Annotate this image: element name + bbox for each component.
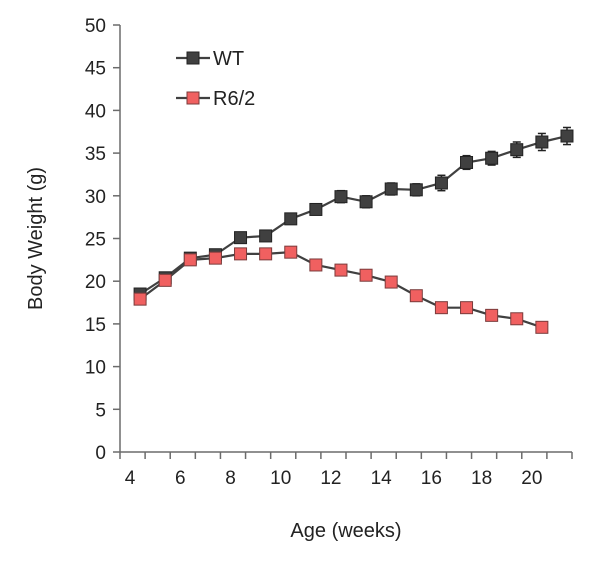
x-tick-label: 10 (270, 468, 291, 489)
data-point-wt (309, 202, 323, 216)
data-point-r6-2 (309, 258, 323, 272)
series-wt (133, 126, 574, 301)
data-point-r6-2 (409, 289, 423, 303)
data-point-wt (510, 143, 524, 157)
data-point-wt (259, 229, 273, 243)
x-tick-label: 16 (421, 468, 442, 489)
y-tick-label: 5 (95, 400, 106, 421)
x-tick-label: 18 (471, 468, 492, 489)
series-layer (133, 126, 574, 334)
y-tick-label: 30 (85, 187, 106, 208)
data-point-r6-2 (434, 301, 448, 315)
data-point-r6-2 (485, 308, 499, 322)
y-tick-label: 35 (85, 144, 106, 165)
y-tick-label: 20 (85, 272, 106, 293)
y-tick-label: 0 (95, 443, 106, 464)
data-point-wt (334, 190, 348, 204)
data-point-wt (409, 183, 423, 197)
x-tick-label: 14 (371, 468, 393, 489)
x-tick-label: 8 (225, 468, 236, 489)
legend-marker (186, 91, 200, 105)
y-tick-label: 15 (85, 315, 106, 336)
x-tick-label: 20 (521, 468, 542, 489)
data-point-r6-2 (208, 251, 222, 265)
x-tick-label: 12 (320, 468, 341, 489)
y-tick-label: 10 (85, 358, 106, 379)
data-point-r6-2 (183, 253, 197, 267)
legend-label: WT (213, 48, 244, 70)
data-point-wt (359, 195, 373, 209)
data-point-r6-2 (510, 312, 524, 326)
y-tick-label: 50 (85, 16, 106, 37)
x-axis-title: Age (weeks) (290, 520, 401, 542)
data-point-wt (234, 231, 248, 245)
data-point-r6-2 (460, 301, 474, 315)
series-line-wt (139, 134, 568, 295)
axes (119, 25, 572, 453)
x-tick-label: 4 (125, 468, 136, 489)
data-point-r6-2 (234, 247, 248, 261)
y-axis-ticks: 0 5 10 15 20 25 30 35 40 45 50 (85, 16, 120, 464)
data-point-wt (384, 182, 398, 196)
data-point-wt (535, 135, 549, 149)
y-tick-label: 40 (85, 101, 106, 122)
legend-marker (186, 51, 200, 65)
data-point-r6-2 (133, 292, 147, 306)
data-point-r6-2 (284, 245, 298, 259)
x-tick-label: 6 (175, 468, 186, 489)
data-point-wt (434, 176, 448, 190)
series-line-r6-2 (139, 251, 543, 329)
y-tick-label: 45 (85, 59, 106, 80)
data-point-r6-2 (259, 247, 273, 261)
legend: WT R6/2 (176, 48, 255, 110)
y-axis-title: Body Weight (g) (25, 167, 47, 310)
x-axis-ticks: 4 6 8 10 12 14 16 18 20 (119, 452, 573, 489)
series-r6-2 (133, 245, 549, 334)
data-point-r6-2 (535, 320, 549, 334)
data-point-wt (560, 129, 574, 143)
data-point-r6-2 (384, 275, 398, 289)
data-point-r6-2 (158, 273, 172, 287)
legend-item-r6-2: R6/2 (176, 88, 255, 110)
data-point-wt (284, 212, 298, 226)
legend-item-wt: WT (176, 48, 244, 70)
legend-label: R6/2 (213, 88, 255, 110)
y-tick-label: 25 (85, 230, 106, 251)
data-point-r6-2 (359, 268, 373, 282)
data-point-r6-2 (334, 263, 348, 277)
data-point-wt (485, 151, 499, 165)
data-point-wt (460, 155, 474, 169)
